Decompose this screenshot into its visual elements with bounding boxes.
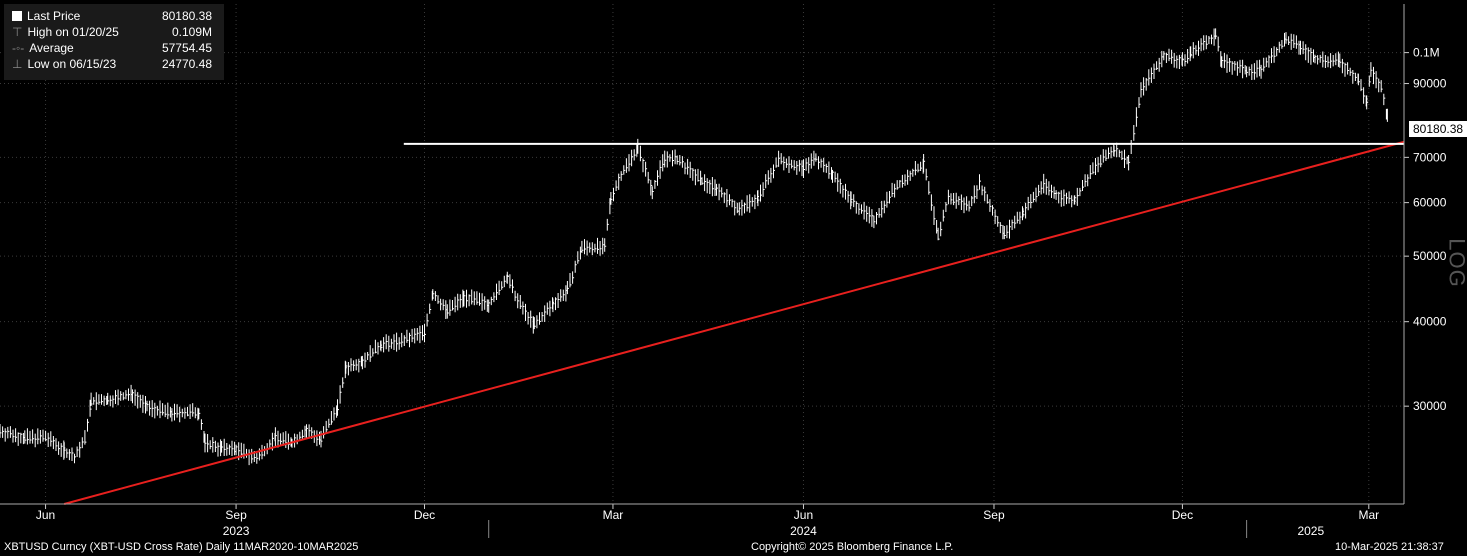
legend-last-row: Last Price 80180.38 bbox=[12, 8, 212, 24]
legend-last-value: 80180.38 bbox=[161, 9, 212, 23]
high-marker-icon: ⊤ bbox=[12, 25, 23, 39]
x-tick-label: Jun bbox=[794, 508, 813, 522]
x-tick-label: Dec bbox=[414, 508, 435, 522]
grid-lines bbox=[0, 4, 1404, 504]
x-tick-label: Mar bbox=[603, 508, 624, 522]
x-tick-label: Mar bbox=[1358, 508, 1379, 522]
average-marker-icon: -◦- bbox=[12, 41, 25, 55]
x-tick-label: Sep bbox=[983, 508, 1005, 522]
year-dividers bbox=[488, 520, 1248, 538]
legend-high-row: ⊤ High on 01/20/25 0.109M bbox=[12, 24, 212, 40]
legend-high-label: High on 01/20/25 bbox=[27, 25, 119, 39]
y-tick-label: 70000 bbox=[1413, 150, 1447, 164]
last-price-tag: 80180.38 bbox=[1409, 121, 1467, 137]
square-icon bbox=[12, 11, 22, 21]
log-scale-label: LOG bbox=[1444, 238, 1467, 288]
tick-labels: 30000 40000 50000 60000 70000 90000 0.1M Jun Sep… bbox=[36, 46, 1447, 538]
x-tick-label: Dec bbox=[1172, 508, 1193, 522]
price-bars bbox=[0, 28, 1388, 466]
axes bbox=[0, 4, 1409, 509]
y-tick-label: 0.1M bbox=[1413, 46, 1440, 60]
year-label: 2024 bbox=[790, 524, 817, 538]
x-tick-label: Sep bbox=[225, 508, 247, 522]
overlay-lines bbox=[63, 140, 1405, 505]
low-marker-icon: ⊥ bbox=[12, 57, 23, 71]
y-tick-label: 40000 bbox=[1413, 315, 1447, 329]
legend-box: Last Price 80180.38 ⊤ High on 01/20/25 0.… bbox=[4, 4, 224, 80]
x-tick-label: Jun bbox=[36, 508, 55, 522]
y-tick-label: 60000 bbox=[1413, 196, 1447, 210]
footer-ticker: XBTUSD Curncy (XBT-USD Cross Rate) Daily… bbox=[4, 541, 359, 553]
y-tick-label: 90000 bbox=[1413, 77, 1447, 91]
legend-avg-row: -◦- Average 57754.45 bbox=[12, 40, 212, 56]
price-series bbox=[0, 28, 1388, 466]
legend-avg-value: 57754.45 bbox=[161, 41, 212, 55]
y-tick-label: 30000 bbox=[1413, 399, 1447, 413]
legend-low-value: 24770.48 bbox=[161, 57, 212, 71]
y-tick-label: 50000 bbox=[1413, 249, 1447, 263]
legend-low-row: ⊥ Low on 06/15/23 24770.48 bbox=[12, 56, 212, 72]
footer-timestamp: 10-Mar-2025 21:38:37 bbox=[1335, 541, 1444, 553]
legend-high-value: 0.109M bbox=[171, 25, 212, 39]
legend-avg-label: Average bbox=[29, 41, 74, 55]
footer-copyright: Copyright© 2025 Bloomberg Finance L.P. bbox=[751, 541, 954, 553]
year-label: 2023 bbox=[223, 524, 250, 538]
support-trendline bbox=[63, 140, 1405, 505]
year-label: 2025 bbox=[1297, 524, 1324, 538]
legend-low-label: Low on 06/15/23 bbox=[27, 57, 117, 71]
legend-last-label: Last Price bbox=[27, 9, 81, 23]
